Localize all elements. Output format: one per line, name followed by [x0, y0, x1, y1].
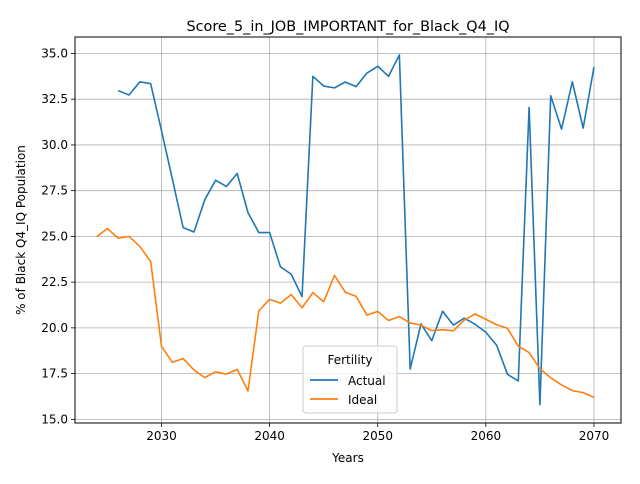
- legend-box: [302, 345, 398, 414]
- x-tick-label: 2030: [146, 429, 177, 443]
- y-tick-label: 15.0: [41, 412, 68, 426]
- chart-title: Score_5_in_JOB_IMPORTANT_for_Black_Q4_IQ: [186, 19, 509, 35]
- y-tick-label: 35.0: [41, 46, 68, 60]
- series-line-actual: [117, 54, 595, 406]
- y-tick-label: 32.5: [41, 92, 68, 106]
- series-line-ideal: [96, 227, 595, 399]
- legend-label-ideal: Ideal: [348, 393, 377, 407]
- series-layer: [96, 54, 595, 406]
- y-axis-label: % of Black Q4_IQ Population: [14, 145, 28, 315]
- y-tick-label: 25.0: [41, 229, 68, 243]
- legend-title: Fertility: [327, 353, 372, 367]
- x-axis: 2030 2040 2050 2060 2070: [146, 423, 609, 443]
- x-tick-label: 2050: [362, 429, 393, 443]
- y-tick-label: 27.5: [41, 184, 68, 198]
- x-tick-label: 2070: [579, 429, 610, 443]
- legend: Fertility Actual Ideal: [302, 345, 398, 414]
- y-tick-label: 22.5: [41, 275, 68, 289]
- y-tick-label: 17.5: [41, 367, 68, 381]
- y-tick-label: 20.0: [41, 321, 68, 335]
- x-tick-label: 2040: [254, 429, 285, 443]
- x-axis-label: Years: [331, 451, 364, 465]
- y-tick-label: 30.0: [41, 138, 68, 152]
- x-tick-label: 2060: [471, 429, 502, 443]
- y-axis: 15.0 17.5 20.0 22.5 25.0 27.5 30.0 32.5 35.0: [41, 46, 75, 426]
- plot-frame: [74, 36, 622, 424]
- grid: [75, 37, 621, 423]
- legend-label-actual: Actual: [348, 374, 386, 388]
